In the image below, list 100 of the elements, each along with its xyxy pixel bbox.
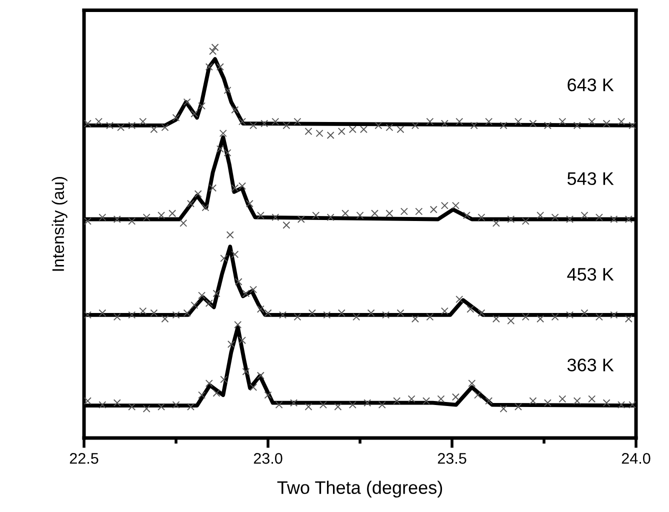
point <box>348 401 356 409</box>
point <box>478 309 486 317</box>
point <box>456 118 464 126</box>
series-label: 363 K <box>567 358 614 372</box>
x-tick-label: 23.5 <box>438 453 466 464</box>
point <box>172 401 180 409</box>
point <box>294 313 302 321</box>
point <box>492 219 500 227</box>
point <box>426 118 434 126</box>
point <box>396 126 404 134</box>
point <box>205 380 213 388</box>
point <box>566 311 574 319</box>
point <box>396 309 404 317</box>
point <box>250 383 258 391</box>
point <box>231 106 239 114</box>
point <box>304 403 312 411</box>
point <box>220 376 228 384</box>
point <box>224 149 232 157</box>
point <box>558 395 566 403</box>
point <box>242 290 250 298</box>
point <box>256 305 264 313</box>
point <box>183 309 191 317</box>
point <box>323 311 331 319</box>
point <box>342 210 350 218</box>
point <box>588 395 596 403</box>
point <box>500 404 508 412</box>
point <box>437 395 445 403</box>
point <box>360 126 368 134</box>
point <box>158 403 166 411</box>
point <box>364 399 372 407</box>
point <box>580 212 588 220</box>
x-tick-label: 22.5 <box>70 453 98 464</box>
point <box>440 120 448 128</box>
point <box>408 395 416 403</box>
point <box>142 404 150 412</box>
point <box>426 313 434 321</box>
point <box>272 118 280 126</box>
point <box>212 290 220 298</box>
point <box>522 313 530 321</box>
point <box>190 301 198 309</box>
point <box>371 210 378 218</box>
point <box>98 214 106 222</box>
point <box>202 204 210 212</box>
point <box>95 118 102 126</box>
point <box>158 212 166 220</box>
point <box>190 110 198 118</box>
point <box>485 118 493 126</box>
point <box>338 128 346 136</box>
point <box>84 311 92 319</box>
point <box>319 401 327 409</box>
point <box>468 380 476 388</box>
point <box>610 311 618 319</box>
point <box>264 309 272 317</box>
point <box>128 217 136 225</box>
point <box>551 313 559 321</box>
point <box>628 401 636 409</box>
point <box>348 126 356 134</box>
point <box>139 118 147 126</box>
point <box>219 130 227 138</box>
point <box>452 202 460 210</box>
point <box>602 120 610 128</box>
point <box>580 309 588 317</box>
point <box>205 299 213 307</box>
point <box>474 391 482 399</box>
point <box>500 122 508 130</box>
point <box>618 401 626 409</box>
point <box>334 403 342 411</box>
point <box>595 214 603 222</box>
point <box>84 397 92 405</box>
point <box>161 315 169 323</box>
point <box>128 311 136 319</box>
point <box>378 401 386 409</box>
point <box>168 210 176 218</box>
x-axis-title: Two Theta (degrees) <box>277 480 442 498</box>
point <box>326 214 334 222</box>
point <box>411 315 419 323</box>
point <box>624 315 632 323</box>
point <box>106 122 114 130</box>
point <box>282 122 290 130</box>
point <box>128 403 136 411</box>
point <box>529 120 537 128</box>
point <box>238 118 246 126</box>
point <box>198 102 206 110</box>
point <box>338 309 346 317</box>
point <box>374 122 382 130</box>
point <box>113 313 121 321</box>
point <box>279 311 286 319</box>
point <box>529 397 537 405</box>
point <box>326 132 334 139</box>
series-label: 543 K <box>567 172 614 186</box>
point <box>456 296 464 304</box>
point <box>172 311 180 319</box>
point <box>226 231 234 239</box>
point <box>272 214 280 222</box>
point <box>246 200 254 208</box>
point <box>304 128 312 136</box>
point <box>282 221 290 229</box>
point <box>224 86 232 94</box>
point <box>187 200 194 208</box>
point <box>628 122 636 130</box>
